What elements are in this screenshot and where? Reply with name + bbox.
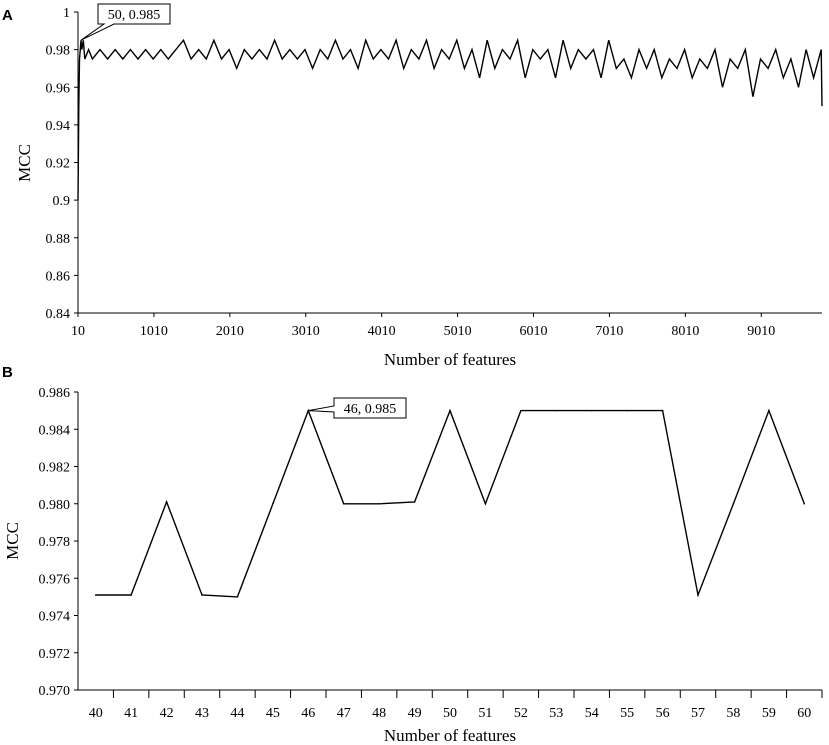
panel-b-data-point: [378, 502, 380, 505]
panel-a-x-tick-label: 3010: [292, 324, 320, 339]
panel-b-x-tick-label: 47: [337, 706, 351, 721]
panel-b-x-axis-title: Number of features: [384, 726, 516, 745]
panel-b-x-tick-label: 41: [124, 706, 138, 721]
panel-b-letter: B: [2, 364, 13, 381]
panel-b-x-tick-label: 59: [762, 706, 776, 721]
panel-b-x-tick-label: 43: [195, 706, 209, 721]
panel-a-y-tick-label: 0.94: [46, 119, 71, 134]
panel-b-y-tick-label: 0.978: [39, 535, 71, 550]
panel-b-x-tick-label: 54: [585, 706, 599, 721]
panel-b-x-tick-label: 46: [301, 706, 315, 721]
panel-a-y-axis-title: MCC: [15, 144, 34, 182]
panel-b-x-tick-label: 49: [408, 706, 422, 721]
panel-a-y-tick-label: 0.84: [46, 307, 71, 322]
panel-b-points: [94, 409, 806, 598]
panel-b-data-point: [661, 409, 664, 412]
panel-b-x-ticks: 40 41 42 43 44 45 46 47 48 49 50 51 52 53 54 55 56 57 58 59…: [89, 690, 823, 721]
panel-a-y-tick-label: 0.86: [46, 269, 71, 284]
panel-b-x-tick-label: 53: [549, 706, 563, 721]
panel-a-x-tick-label: 8010: [671, 324, 699, 339]
panel-b-data-point: [732, 502, 735, 505]
panel-a-y-tick-label: 0.96: [46, 81, 71, 96]
panel-b-callout-box: [308, 397, 407, 419]
panel-b-x-tick-label: 58: [726, 706, 740, 721]
panel-b-y-axis-title: MCC: [3, 522, 22, 560]
panel-a-x-tick-label: 7010: [595, 324, 623, 339]
panel-a-x-tick-label: 1010: [140, 324, 168, 339]
panel-a-x-axis-title: Number of features: [384, 350, 516, 369]
panel-b-y-ticks: 0.970 0.972 0.974 0.976 0.978 0.980 0.982 0.984…: [39, 386, 78, 699]
panel-b-data-point: [165, 501, 168, 503]
panel-b-y-tick-label: 0.982: [39, 461, 71, 476]
panel-a-y-tick-label: 0.98: [46, 44, 71, 59]
panel-b-x-tick-label: 51: [478, 706, 492, 721]
panel-a-y-tick-label: 0.92: [46, 157, 71, 172]
panel-b-callout: 46, 0.985: [308, 397, 407, 419]
panel-b-x-tick-label: 48: [372, 706, 386, 721]
panel-b-data-point: [768, 409, 770, 412]
panel-b-x-tick-label: 60: [797, 706, 811, 721]
panel-a-letter: A: [2, 7, 13, 24]
panel-b-callout-text: 46, 0.985: [344, 402, 397, 417]
panel-a-x-tick-label: 4010: [368, 324, 396, 339]
panel-b-y-tick-label: 0.970: [39, 684, 71, 699]
panel-a-x-tick-label: 6010: [520, 324, 548, 339]
panel-a-callout-text: 50, 0.985: [108, 8, 161, 23]
panel-b-x-tick-label: 55: [620, 706, 634, 721]
panel-a-y-tick-label: 0.88: [46, 232, 71, 247]
panel-b-y-tick-label: 0.980: [39, 498, 71, 513]
panel-a-y-ticks: 0.84 0.86 0.88 0.9 0.92 0.94 0.96 0.98 1: [46, 6, 78, 322]
panel-b-data-point: [130, 594, 132, 596]
panel-a-y-tick-label: 0.9: [53, 194, 71, 209]
panel-b-x-tick-label: 57: [691, 706, 705, 721]
panel-b-data-point: [342, 502, 345, 505]
panel-b-x-tick-label: 56: [656, 706, 670, 721]
panel-b-data-point: [590, 409, 593, 412]
panel-a: A 0.840.860.880.90.920.940.960.981 10 101…: [2, 3, 823, 369]
panel-b-data-point: [94, 594, 97, 596]
panel-a-x-tick-label: 10: [71, 324, 85, 339]
panel-b-data-point: [201, 594, 203, 596]
panel-b-series-line: [95, 408, 805, 598]
panel-b-data-point: [803, 502, 806, 505]
panel-b: B 0.9700.9720.9740.9760.9780.9800.9820.9…: [2, 364, 823, 745]
panel-a-x-tick-label: 5010: [444, 324, 472, 339]
panel-a-x-tick-label: 9010: [747, 324, 775, 339]
panel-b-y-tick-label: 0.972: [39, 647, 71, 662]
panel-b-data-point: [449, 409, 451, 412]
panel-a-series-line: [77, 37, 823, 201]
panel-b-data-point: [697, 594, 699, 596]
panel-b-data-point: [484, 502, 487, 505]
panel-a-y-tick-label: 1: [63, 6, 70, 21]
panel-b-y-tick-label: 0.984: [39, 423, 71, 438]
panel-b-x-tick-label: 44: [230, 706, 244, 721]
panel-b-y-tick-label: 0.974: [39, 610, 71, 625]
panel-b-x-tick-label: 50: [443, 706, 457, 721]
panel-b-data-point: [555, 409, 558, 412]
panel-b-y-tick-label: 0.976: [39, 572, 71, 587]
panel-b-x-tick-label: 52: [514, 706, 528, 721]
panel-b-data-point: [236, 596, 239, 598]
panel-b-y-tick-label: 0.986: [39, 386, 71, 401]
panel-b-data-point: [520, 409, 522, 412]
panel-a-x-tick-label: 2010: [216, 324, 244, 339]
panel-b-x-tick-label: 42: [160, 706, 174, 721]
panel-b-x-tick-label: 40: [89, 706, 103, 721]
panel-a-callout-box: [80, 3, 171, 41]
panel-b-data-point: [272, 502, 274, 505]
panel-b-x-tick-label: 45: [266, 706, 280, 721]
panel-b-data-point: [413, 501, 416, 503]
panel-a-callout: 50, 0.985: [80, 3, 171, 41]
panel-b-data-point: [626, 409, 628, 412]
